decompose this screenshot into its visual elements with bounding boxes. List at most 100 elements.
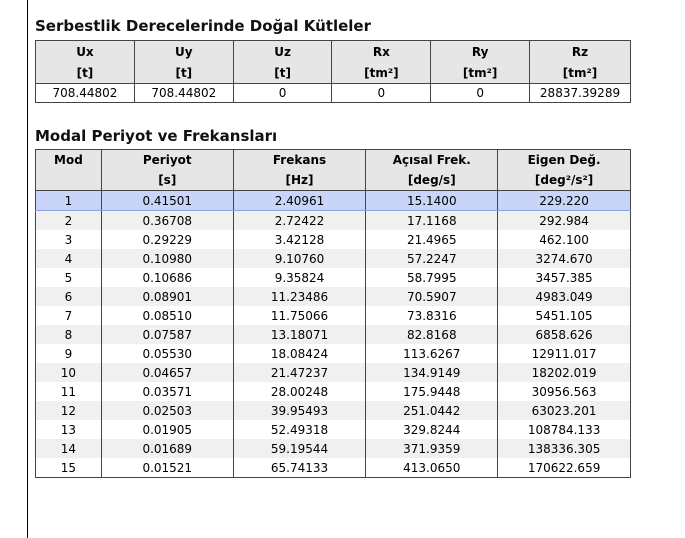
masses-unit-cell: [t] (133, 62, 234, 84)
mode-cell: 14 (35, 439, 102, 458)
modal-header-cell: Periyot (100, 149, 234, 170)
modal-table-row[interactable]: 3 0.29229 3.42128 21.4965 462.100 (35, 230, 631, 249)
modal-header-row: Mod Periyot Frekans Açısal Frek. Eigen D… (35, 149, 631, 170)
modal-table-row[interactable]: 15 0.01521 65.74133 413.0650 170622.659 (35, 458, 631, 478)
period-cell: 0.41501 (100, 190, 234, 211)
angular-frequency-cell: 175.9448 (365, 382, 499, 401)
masses-value-row: 708.44802 708.44802 0 0 0 28837.39289 (35, 83, 631, 103)
period-cell: 0.36708 (100, 210, 234, 230)
modal-table-row[interactable]: 8 0.07587 13.18071 82.8168 6858.626 (35, 325, 631, 344)
masses-value-cell: 28837.39289 (529, 83, 631, 103)
period-cell: 0.03571 (100, 382, 234, 401)
masses-value-cell: 0 (430, 83, 531, 103)
mode-cell: 12 (35, 401, 102, 420)
frequency-cell: 11.75066 (232, 306, 367, 325)
masses-header-cell: Ux (35, 40, 135, 62)
modal-table-row[interactable]: 7 0.08510 11.75066 73.8316 5451.105 (35, 306, 631, 325)
eigenvalue-cell: 3457.385 (497, 268, 631, 287)
masses-unit-cell: [tm²] (430, 62, 531, 84)
eigenvalue-cell: 12911.017 (497, 344, 631, 363)
angular-frequency-cell: 21.4965 (365, 230, 499, 249)
masses-section-title: Serbestlik Derecelerinde Doğal Kütleler (35, 17, 372, 35)
eigenvalue-cell: 18202.019 (497, 363, 631, 382)
modal-unit-cell: [deg²/s²] (497, 170, 631, 191)
modal-table-row[interactable]: 9 0.05530 18.08424 113.6267 12911.017 (35, 344, 631, 363)
modal-table-row[interactable]: 13 0.01905 52.49318 329.8244 108784.133 (35, 420, 631, 439)
period-cell: 0.01689 (100, 439, 234, 458)
angular-frequency-cell: 57.2247 (365, 249, 499, 268)
modal-table-row[interactable]: 14 0.01689 59.19544 371.9359 138336.305 (35, 439, 631, 458)
period-cell: 0.07587 (100, 325, 234, 344)
mode-cell: 6 (35, 287, 102, 306)
mode-cell: 1 (35, 190, 102, 211)
eigenvalue-cell: 4983.049 (497, 287, 631, 306)
modal-table-row[interactable]: 10 0.04657 21.47237 134.9149 18202.019 (35, 363, 631, 382)
frequency-cell: 28.00248 (232, 382, 367, 401)
modal-table-row[interactable]: 6 0.08901 11.23486 70.5907 4983.049 (35, 287, 631, 306)
frequency-cell: 59.19544 (232, 439, 367, 458)
eigenvalue-cell: 3274.670 (497, 249, 631, 268)
masses-table: Ux Uy Uz Rx Ry Rz [t] [t] [t] [tm²] [tm²… (35, 40, 631, 103)
frequency-cell: 3.42128 (232, 230, 367, 249)
period-cell: 0.01905 (100, 420, 234, 439)
period-cell: 0.05530 (100, 344, 234, 363)
period-cell: 0.04657 (100, 363, 234, 382)
mode-cell: 2 (35, 210, 102, 230)
frequency-cell: 18.08424 (232, 344, 367, 363)
angular-frequency-cell: 413.0650 (365, 458, 499, 478)
eigenvalue-cell: 138336.305 (497, 439, 631, 458)
period-cell: 0.29229 (100, 230, 234, 249)
mode-cell: 9 (35, 344, 102, 363)
masses-unit-cell: [t] (232, 62, 333, 84)
mode-cell: 7 (35, 306, 102, 325)
frequency-cell: 21.47237 (232, 363, 367, 382)
masses-header-cell: Rx (331, 40, 432, 62)
masses-header-row: Ux Uy Uz Rx Ry Rz (35, 40, 631, 62)
eigenvalue-cell: 462.100 (497, 230, 631, 249)
modal-header-cell: Açısal Frek. (365, 149, 499, 170)
masses-header-cell: Uz (232, 40, 333, 62)
frequency-cell: 39.95493 (232, 401, 367, 420)
eigenvalue-cell: 30956.563 (497, 382, 631, 401)
frequency-cell: 2.40961 (232, 190, 367, 211)
eigenvalue-cell: 108784.133 (497, 420, 631, 439)
masses-value-cell: 0 (232, 83, 333, 103)
eigenvalue-cell: 170622.659 (497, 458, 631, 478)
angular-frequency-cell: 15.1400 (365, 190, 499, 211)
modal-table-row[interactable]: 1 0.41501 2.40961 15.1400 229.220 (35, 190, 631, 211)
masses-unit-cell: [t] (35, 62, 135, 84)
frequency-cell: 52.49318 (232, 420, 367, 439)
modal-table-row[interactable]: 5 0.10686 9.35824 58.7995 3457.385 (35, 268, 631, 287)
mode-cell: 4 (35, 249, 102, 268)
period-cell: 0.02503 (100, 401, 234, 420)
modal-table: Mod Periyot Frekans Açısal Frek. Eigen D… (35, 149, 631, 478)
modal-table-row[interactable]: 12 0.02503 39.95493 251.0442 63023.201 (35, 401, 631, 420)
mode-cell: 15 (35, 458, 102, 478)
mode-cell: 13 (35, 420, 102, 439)
masses-unit-cell: [tm²] (331, 62, 432, 84)
masses-header-cell: Ry (430, 40, 531, 62)
angular-frequency-cell: 73.8316 (365, 306, 499, 325)
masses-value-cell: 708.44802 (133, 83, 234, 103)
period-cell: 0.01521 (100, 458, 234, 478)
mode-cell: 5 (35, 268, 102, 287)
masses-units-row: [t] [t] [t] [tm²] [tm²] [tm²] (35, 62, 631, 84)
angular-frequency-cell: 82.8168 (365, 325, 499, 344)
modal-section-title: Modal Periyot ve Frekansları (35, 127, 278, 145)
modal-table-row[interactable]: 2 0.36708 2.72422 17.1168 292.984 (35, 210, 631, 230)
angular-frequency-cell: 134.9149 (365, 363, 499, 382)
frequency-cell: 9.10760 (232, 249, 367, 268)
angular-frequency-cell: 251.0442 (365, 401, 499, 420)
modal-header-cell: Frekans (232, 149, 367, 170)
angular-frequency-cell: 70.5907 (365, 287, 499, 306)
eigenvalue-cell: 229.220 (497, 190, 631, 211)
period-cell: 0.08901 (100, 287, 234, 306)
angular-frequency-cell: 113.6267 (365, 344, 499, 363)
angular-frequency-cell: 58.7995 (365, 268, 499, 287)
modal-table-row[interactable]: 4 0.10980 9.10760 57.2247 3274.670 (35, 249, 631, 268)
frequency-cell: 9.35824 (232, 268, 367, 287)
modal-unit-cell (35, 170, 102, 191)
modal-table-row[interactable]: 11 0.03571 28.00248 175.9448 30956.563 (35, 382, 631, 401)
masses-value-cell: 708.44802 (35, 83, 135, 103)
modal-header-cell: Eigen Değ. (497, 149, 631, 170)
